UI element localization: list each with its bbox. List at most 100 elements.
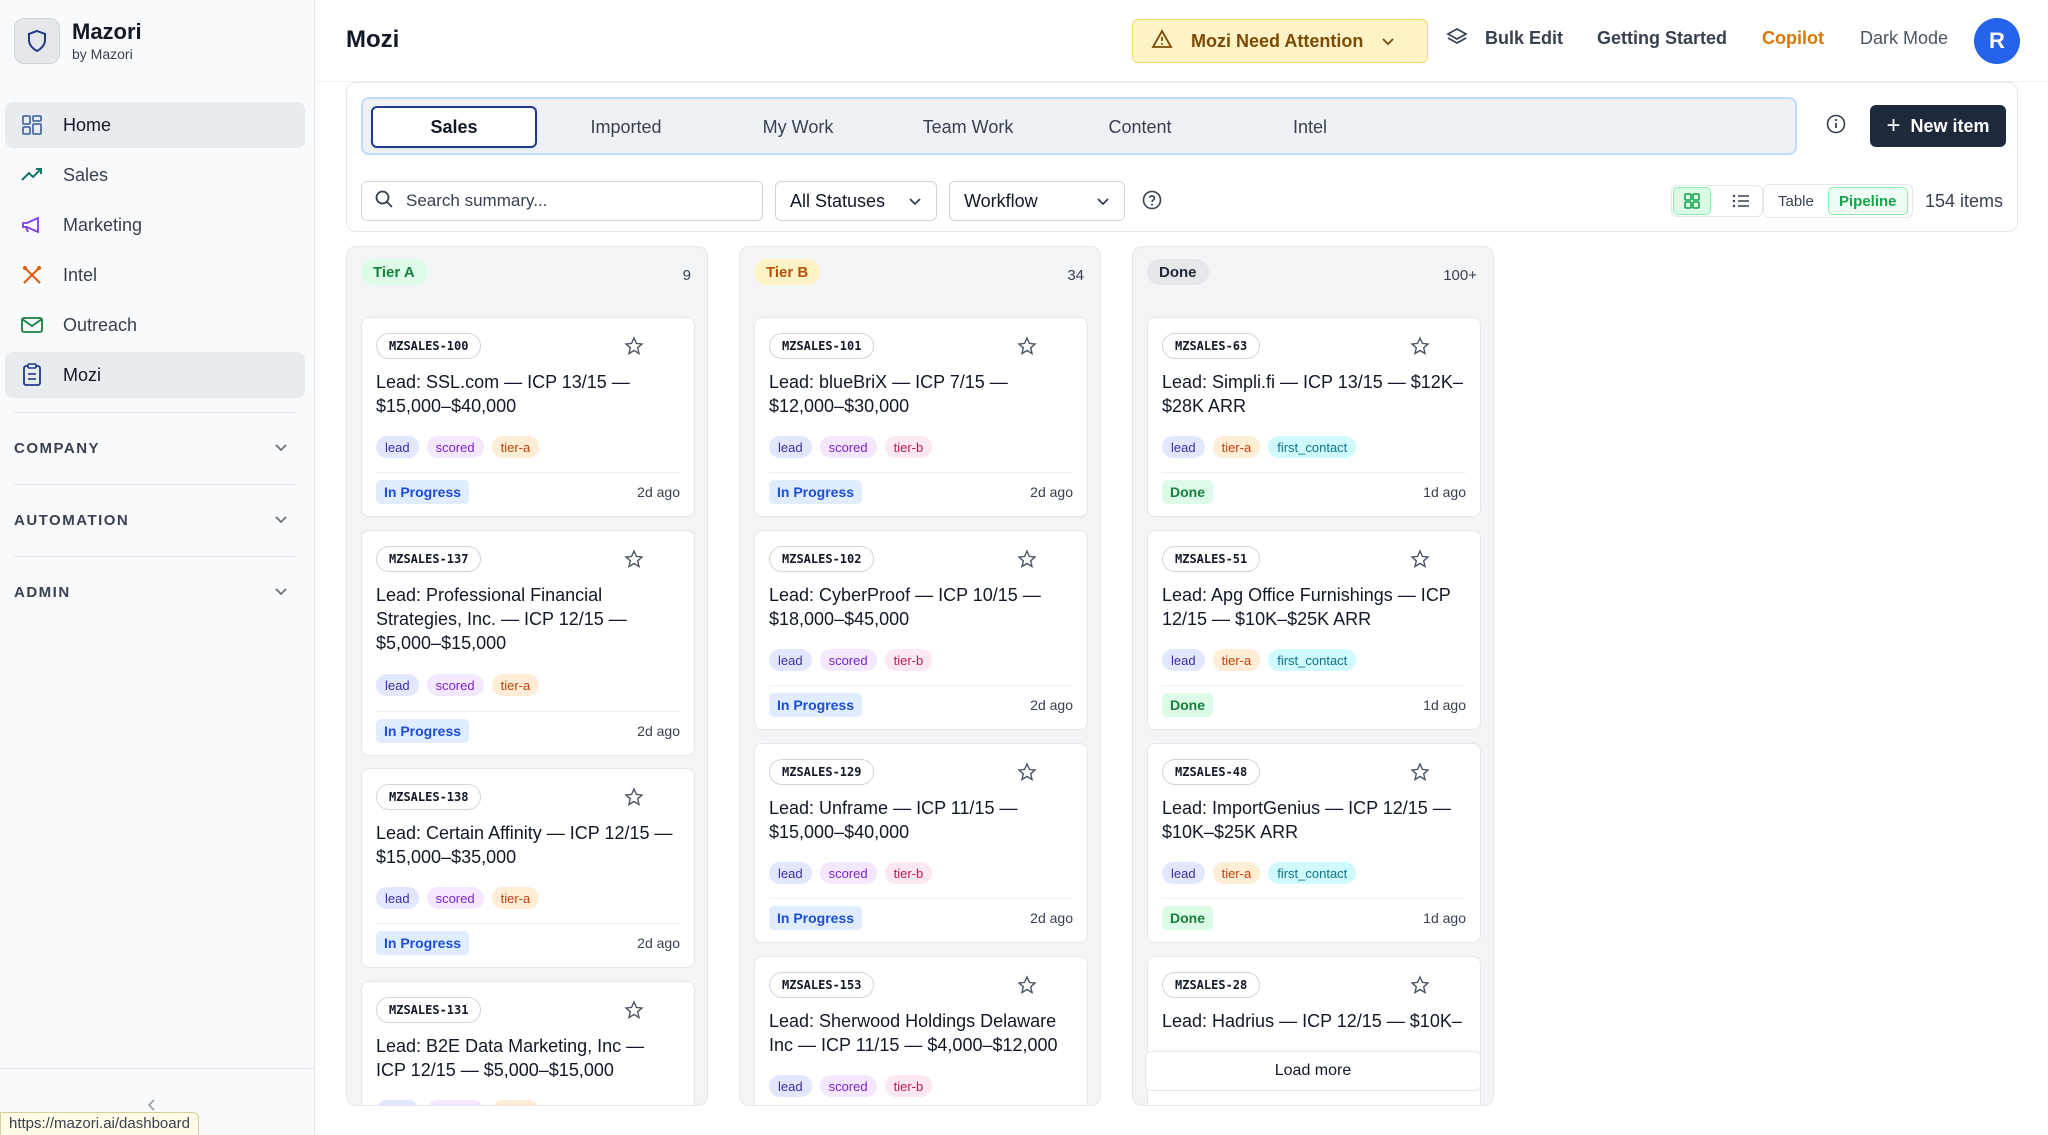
tag: lead: [376, 436, 419, 458]
card-title: Lead: Hadrius — ICP 12/15 — $10K–: [1162, 1011, 1462, 1031]
sidebar-item-label: Sales: [63, 164, 109, 185]
tab-sales[interactable]: Sales: [371, 106, 537, 148]
star-icon[interactable]: [1410, 762, 1430, 787]
divider: [14, 412, 296, 413]
new-item-button[interactable]: + New item: [1870, 105, 2006, 147]
tab-team-work[interactable]: Team Work: [922, 116, 1014, 137]
sidebar-item-sales[interactable]: Sales: [5, 152, 305, 198]
sidebar: Mazori by Mazori Home Sales Marketing: [0, 0, 315, 1135]
status-badge: In Progress: [769, 480, 863, 504]
avatar[interactable]: R: [1974, 18, 2020, 64]
status-badge: Done: [1162, 693, 1213, 717]
sidebar-section-company[interactable]: COMPANY: [14, 423, 296, 473]
tag: tier-a: [1212, 436, 1261, 458]
brand-name: Mazori: [72, 19, 142, 44]
star-icon[interactable]: [624, 787, 644, 812]
tab-imported[interactable]: Imported: [590, 116, 662, 137]
lead-card[interactable]: MZSALES-153 Lead: Sherwood Holdings Dela…: [754, 956, 1088, 1105]
attention-dropdown[interactable]: Mozi Need Attention: [1132, 19, 1428, 63]
card-title: Lead: Unframe — ICP 11/15 — $15,000–$40,…: [769, 798, 1018, 842]
load-more-button[interactable]: Load more: [1145, 1051, 1481, 1091]
sidebar-item-intel[interactable]: Intel: [5, 252, 305, 298]
list-view-icon[interactable]: [1722, 187, 1760, 215]
lead-card[interactable]: MZSALES-100 Lead: SSL.com — ICP 13/15 — …: [361, 317, 695, 517]
chevron-down-icon: [1381, 31, 1395, 52]
star-icon[interactable]: [624, 336, 644, 361]
lead-card[interactable]: MZSALES-48 Lead: ImportGenius — ICP 12/1…: [1147, 743, 1481, 943]
search-placeholder: Search summary...: [406, 191, 548, 210]
card-timestamp: 2d ago: [637, 935, 680, 951]
tab-my-work[interactable]: My Work: [762, 116, 834, 137]
sidebar-item-label: Intel: [63, 264, 98, 285]
section-label: COMPANY: [14, 439, 101, 457]
lead-card[interactable]: MZSALES-51 Lead: Apg Office Furnishings …: [1147, 530, 1481, 730]
search-input[interactable]: Search summary...: [361, 181, 763, 221]
tag: first_contact: [1268, 862, 1357, 884]
divider: [14, 556, 296, 557]
star-icon[interactable]: [1017, 336, 1037, 361]
pipeline-mode-button[interactable]: Pipeline: [1828, 187, 1908, 215]
table-mode-button[interactable]: Table: [1778, 192, 1814, 210]
sidebar-item-mozi[interactable]: Mozi: [5, 352, 305, 398]
lead-card[interactable]: MZSALES-129 Lead: Unframe — ICP 11/15 — …: [754, 743, 1088, 943]
page-title: Mozi: [346, 26, 400, 53]
tab-content[interactable]: Content: [1108, 116, 1172, 137]
tag: tier-b: [884, 862, 933, 884]
star-icon[interactable]: [1410, 336, 1430, 361]
tag: scored: [819, 436, 877, 458]
star-icon[interactable]: [1410, 975, 1430, 1000]
star-icon[interactable]: [624, 549, 644, 574]
card-title: Lead: SSL.com — ICP 13/15 — $15,000–$40,…: [376, 372, 630, 416]
lead-card[interactable]: MZSALES-137 Lead: Professional Financial…: [361, 530, 695, 756]
tag: scored: [819, 649, 877, 671]
card-title: Lead: ImportGenius — ICP 12/15 — $10K–$2…: [1162, 798, 1451, 842]
card-timestamp: 1d ago: [1423, 910, 1466, 926]
chevron-down-icon: [274, 440, 288, 457]
lead-card[interactable]: MZSALES-131 Lead: B2E Data Marketing, In…: [361, 981, 695, 1105]
star-icon[interactable]: [1017, 549, 1037, 574]
card-id: MZSALES-129: [769, 759, 875, 785]
tag: first_contact: [1268, 436, 1357, 458]
divider: [0, 1068, 315, 1069]
lead-card[interactable]: MZSALES-102 Lead: CyberProof — ICP 10/15…: [754, 530, 1088, 730]
tag: first_contact: [1268, 649, 1357, 671]
layers-icon[interactable]: [1446, 26, 1468, 53]
card-id: MZSALES-63: [1162, 333, 1261, 359]
brand[interactable]: Mazori by Mazori: [14, 18, 142, 64]
dark-mode-toggle[interactable]: Dark Mode: [1860, 28, 1949, 48]
copilot-link[interactable]: Copilot: [1762, 28, 1824, 48]
card-title: Lead: Sherwood Holdings Delaware Inc — I…: [769, 1011, 1058, 1055]
status-filter-select[interactable]: All Statuses: [775, 181, 937, 221]
grid-view-icon[interactable]: [1673, 187, 1711, 215]
divider: [1162, 685, 1466, 686]
card-id: MZSALES-138: [376, 784, 482, 810]
view-toggle: [1671, 185, 1763, 217]
sidebar-section-automation[interactable]: AUTOMATION: [14, 495, 296, 545]
star-icon[interactable]: [1410, 549, 1430, 574]
divider: [376, 472, 680, 473]
star-icon[interactable]: [624, 1000, 644, 1025]
star-icon[interactable]: [1017, 762, 1037, 787]
sidebar-item-marketing[interactable]: Marketing: [5, 202, 305, 248]
workflow-filter-select[interactable]: Workflow: [949, 181, 1125, 221]
tab-intel[interactable]: Intel: [1292, 116, 1328, 137]
collapse-sidebar-icon[interactable]: [146, 1096, 156, 1117]
getting-started-link[interactable]: Getting Started: [1597, 28, 1728, 48]
lead-card[interactable]: MZSALES-101 Lead: blueBriX — ICP 7/15 — …: [754, 317, 1088, 517]
info-icon[interactable]: [1825, 113, 1847, 140]
column-title: Done: [1147, 259, 1209, 285]
sidebar-item-outreach[interactable]: Outreach: [5, 302, 305, 348]
star-icon[interactable]: [1017, 975, 1037, 1000]
sidebar-item-home[interactable]: Home: [5, 102, 305, 148]
help-icon[interactable]: [1141, 189, 1163, 216]
sidebar-section-admin[interactable]: ADMIN: [14, 567, 296, 617]
tag: tier-a: [491, 674, 540, 696]
card-timestamp: 2d ago: [637, 484, 680, 500]
lead-card[interactable]: MZSALES-63 Lead: Simpli.fi — ICP 13/15 —…: [1147, 317, 1481, 517]
card-title: Lead: Certain Affinity — ICP 12/15 — $15…: [376, 823, 673, 867]
status-badge: In Progress: [376, 719, 470, 743]
lead-card[interactable]: MZSALES-138 Lead: Certain Affinity — ICP…: [361, 768, 695, 968]
tag: tier-b: [884, 436, 933, 458]
tag: scored: [426, 887, 484, 909]
bulk-edit-button[interactable]: Bulk Edit: [1485, 28, 1564, 48]
